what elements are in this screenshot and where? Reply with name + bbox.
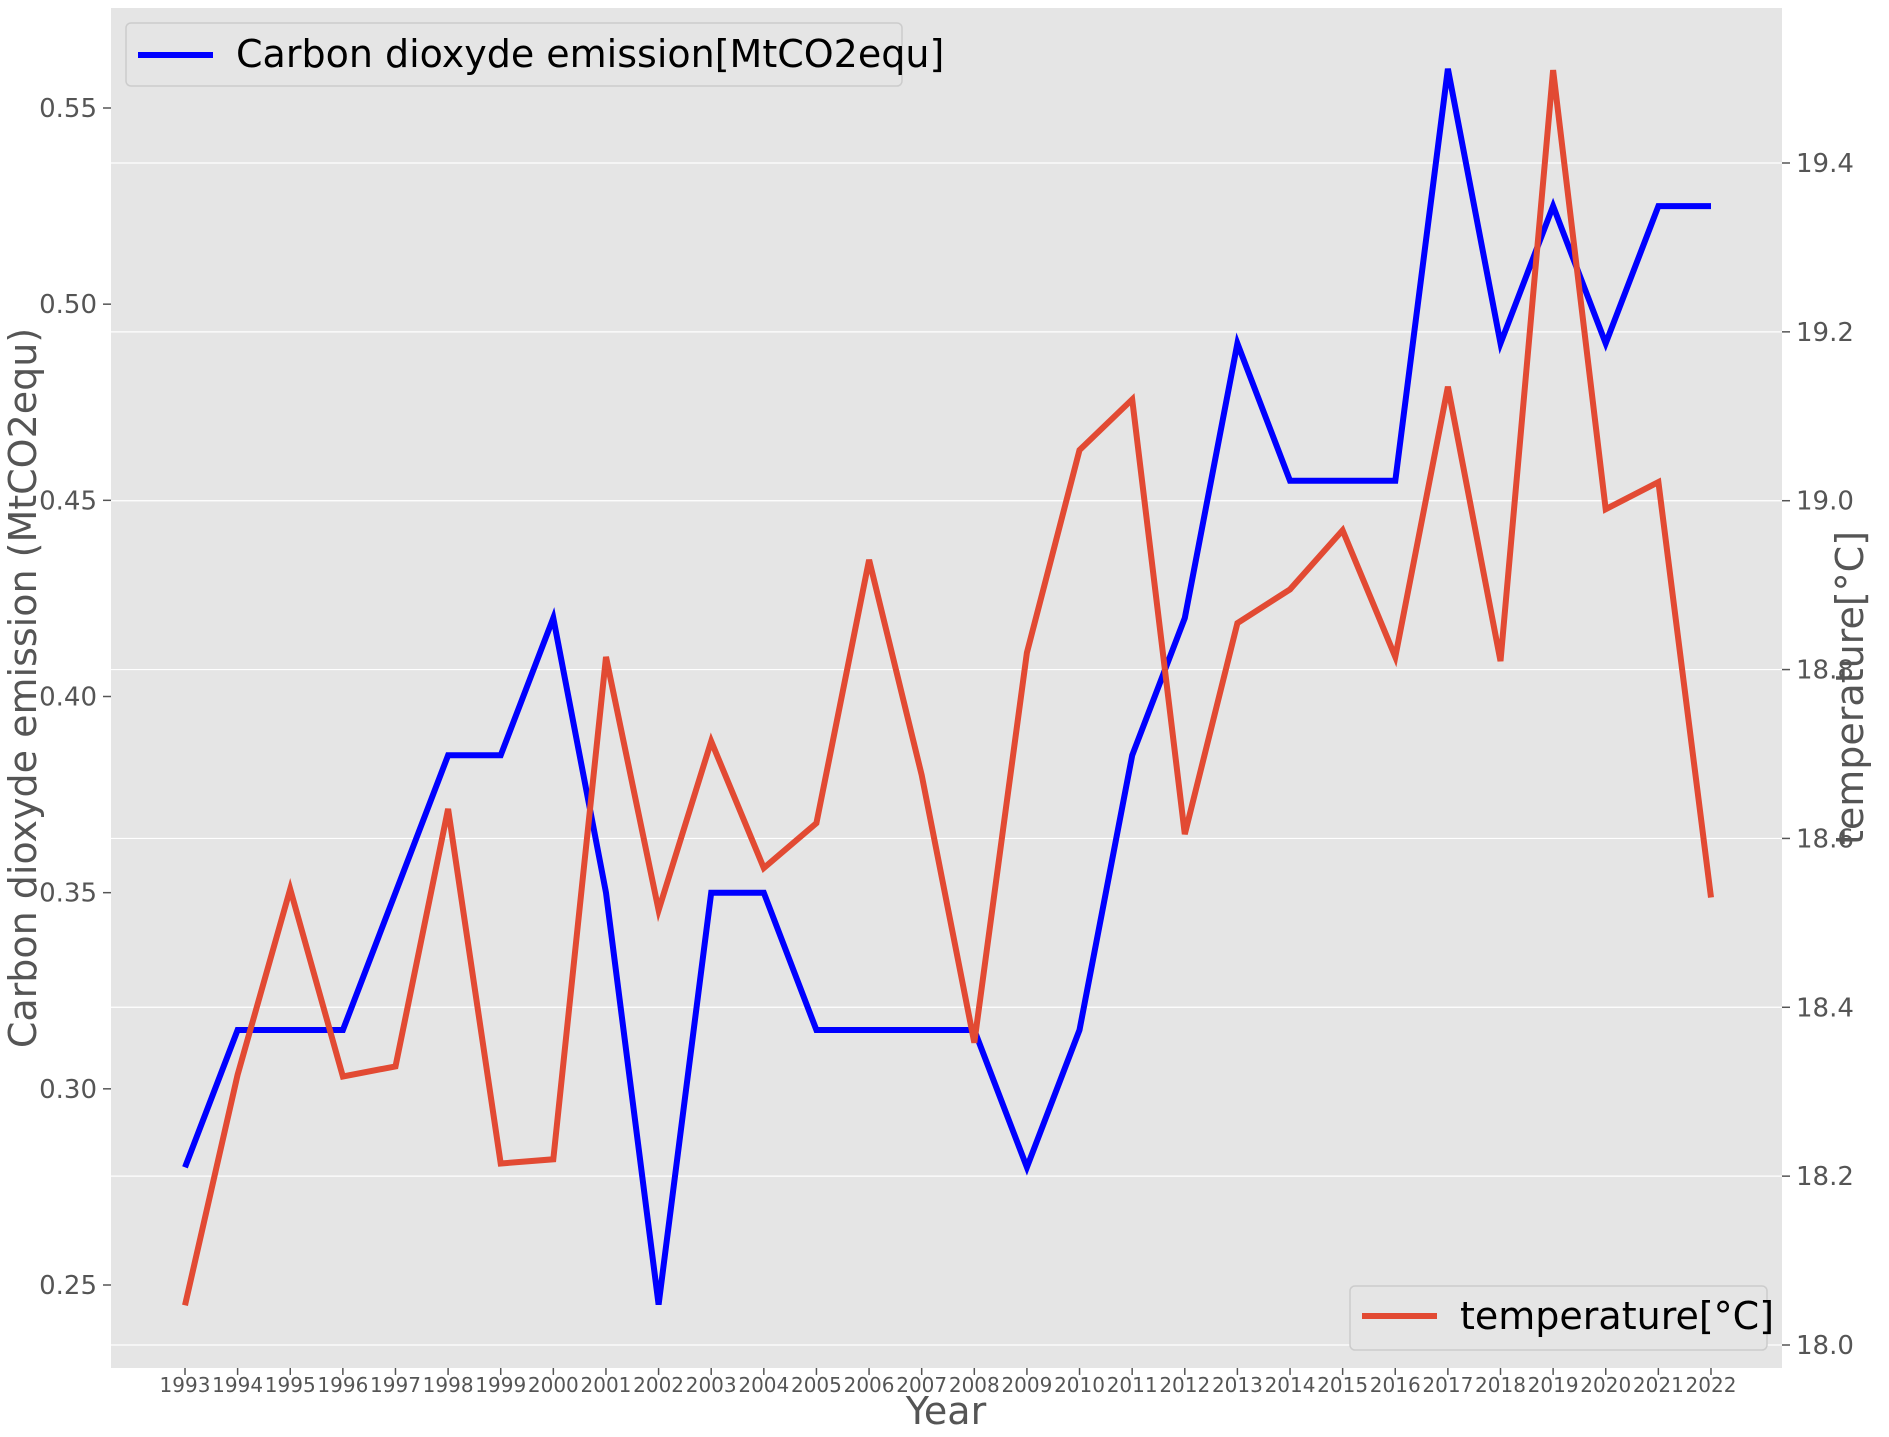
x-tick-label-27: 2020 [1580, 1373, 1631, 1397]
x-tick-label-5: 1998 [423, 1373, 474, 1397]
x-tick-label-13: 2006 [844, 1373, 895, 1397]
x-tick-label-28: 2021 [1633, 1373, 1684, 1397]
series-layer [182, 68, 1714, 1306]
right-tick-label-7: 19.4 [1796, 149, 1854, 179]
right-y-axis: 18.0 18.2 18.4 18.6 18.8 19.0 19.2 19.4 [1782, 149, 1854, 1361]
x-axis-title: Year [905, 1389, 987, 1433]
x-tick-label-7: 2000 [528, 1373, 579, 1397]
x-tick-label-25: 2018 [1475, 1373, 1526, 1397]
x-tick-label-15: 2008 [949, 1373, 1000, 1397]
grid-lines [111, 162, 1782, 1346]
left-tick-label-4: 0.45 [39, 486, 97, 516]
x-tick-label-29: 2022 [1686, 1373, 1737, 1397]
x-tick-label-8: 2001 [581, 1373, 632, 1397]
left-tick-label-2: 0.35 [39, 879, 97, 909]
legend-emission: Carbon dioxyde emission[MtCO2equ] [125, 22, 944, 87]
x-tick-label-26: 2019 [1528, 1373, 1579, 1397]
right-tick-label-2: 18.4 [1796, 993, 1854, 1023]
left-y-axis: 0.25 0.30 0.35 0.40 0.45 0.50 0.55 [39, 94, 111, 1301]
legend-temperature: temperature[°C] [1349, 1285, 1774, 1351]
x-axis: 1993 1994 1995 1996 1997 1998 1999 2000 2001 2002… [160, 1368, 1737, 1397]
x-tick-label-10: 2003 [686, 1373, 737, 1397]
right-tick-label-6: 19.2 [1796, 318, 1854, 348]
x-tick-label-16: 2009 [1001, 1373, 1052, 1397]
x-tick-label-3: 1996 [317, 1373, 368, 1397]
x-tick-label-17: 2010 [1054, 1373, 1105, 1397]
plot-background [111, 8, 1782, 1368]
x-tick-label-20: 2013 [1212, 1373, 1263, 1397]
x-tick-label-12: 2005 [791, 1373, 842, 1397]
x-tick-label-14: 2007 [896, 1373, 947, 1397]
left-y-axis-title: Carbon dioxyde emission (MtCO2equ) [1, 328, 45, 1048]
legend-emission-label: Carbon dioxyde emission[MtCO2equ] [236, 32, 944, 76]
right-tick-label-4: 18.8 [1796, 656, 1854, 686]
legend-temperature-box [1349, 1285, 1768, 1351]
x-tick-label-21: 2014 [1265, 1373, 1316, 1397]
right-tick-label-1: 18.2 [1796, 1162, 1854, 1192]
right-tick-label-0: 18.0 [1796, 1331, 1854, 1361]
x-tick-label-24: 2017 [1422, 1373, 1473, 1397]
left-tick-label-5: 0.50 [39, 290, 97, 320]
right-tick-label-5: 19.0 [1796, 487, 1854, 517]
x-tick-label-4: 1997 [370, 1373, 421, 1397]
x-tick-label-1: 1994 [212, 1373, 263, 1397]
legend-temperature-label: temperature[°C] [1460, 1294, 1774, 1338]
left-tick-label-6: 0.55 [39, 94, 97, 124]
x-tick-label-6: 1999 [475, 1373, 526, 1397]
x-tick-label-9: 2002 [633, 1373, 684, 1397]
series-line-emission [182, 68, 1711, 1305]
x-tick-label-0: 1993 [160, 1373, 211, 1397]
x-tick-label-19: 2012 [1159, 1373, 1210, 1397]
x-tick-label-22: 2015 [1317, 1373, 1368, 1397]
x-tick-label-23: 2016 [1370, 1373, 1421, 1397]
left-tick-label-3: 0.40 [39, 683, 97, 713]
x-tick-label-18: 2011 [1107, 1373, 1158, 1397]
right-y-axis-title: temperature[°C] [1828, 531, 1872, 845]
legend-emission-box [125, 22, 903, 87]
x-tick-label-2: 1995 [265, 1373, 316, 1397]
left-tick-label-0: 0.25 [39, 1271, 97, 1301]
x-tick-label-11: 2004 [738, 1373, 789, 1397]
right-tick-label-3: 18.6 [1796, 824, 1854, 854]
series-line-temperature [182, 69, 1714, 1306]
left-tick-label-1: 0.30 [39, 1075, 97, 1105]
